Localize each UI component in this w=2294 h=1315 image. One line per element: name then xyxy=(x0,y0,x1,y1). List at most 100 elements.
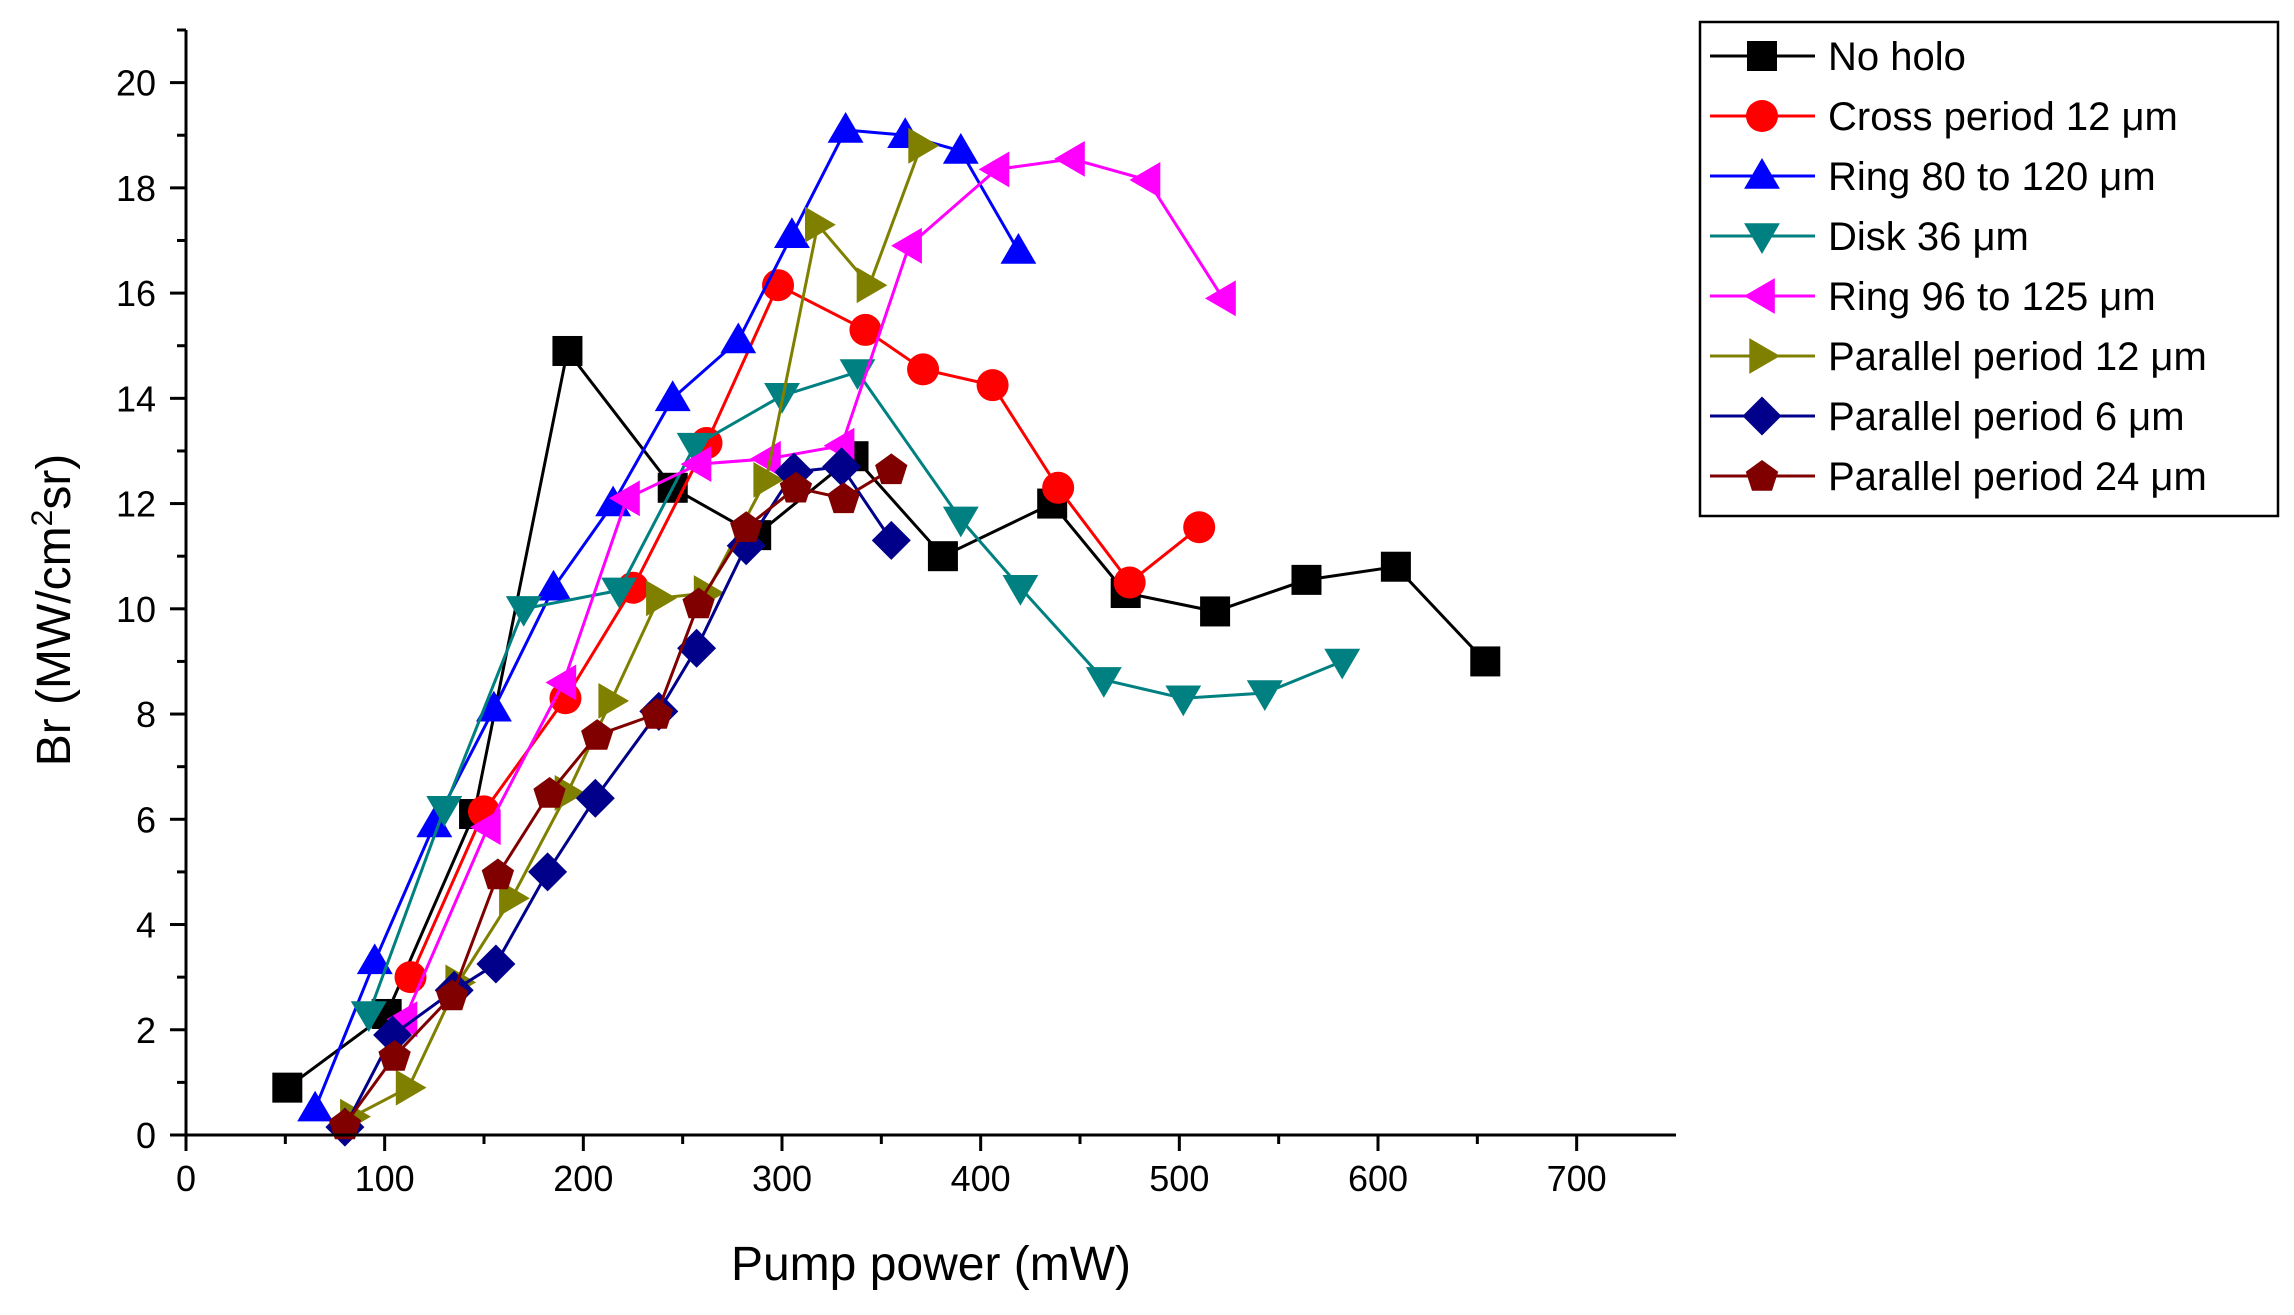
data-point-s8-7 xyxy=(640,698,673,729)
legend-label: Ring 96 to 125 μm xyxy=(1828,275,2156,319)
legend-label: No holo xyxy=(1828,35,1966,79)
data-point-s6-2 xyxy=(395,1069,427,1106)
legend-marker xyxy=(1742,396,1782,436)
data-point-s6-10 xyxy=(805,206,836,243)
x-tick-label: 100 xyxy=(355,1158,415,1199)
data-point-s3-8 xyxy=(720,322,757,354)
legend-marker xyxy=(1744,223,1780,254)
data-point-s8-6 xyxy=(581,719,614,750)
data-point-s8-10 xyxy=(779,471,813,503)
data-point-s4-2 xyxy=(426,796,463,827)
legend-label: Disk 36 μm xyxy=(1828,215,2029,259)
series-line-2 xyxy=(409,283,1201,978)
data-point-s7-2 xyxy=(373,1015,413,1055)
data-point-s6-5 xyxy=(554,775,586,811)
y-tick-label: 8 xyxy=(136,694,156,735)
legend-marker xyxy=(1744,278,1775,314)
data-point-s4-1 xyxy=(350,1001,387,1032)
data-point-s6-11 xyxy=(856,267,888,304)
data-point-s3-4 xyxy=(476,690,512,722)
x-tick-label: 600 xyxy=(1348,1158,1408,1199)
y-axis-title: Br (MW/cm2sr) xyxy=(26,454,81,767)
data-point-s8-5 xyxy=(533,777,566,808)
data-point-s7-12 xyxy=(871,520,911,560)
data-point-s6-6 xyxy=(598,683,630,719)
y-axis-title-superscript: 2 xyxy=(26,510,59,527)
data-point-s2-11 xyxy=(1113,566,1146,599)
legend-box xyxy=(1698,20,2280,518)
data-point-s3-10 xyxy=(827,112,864,143)
y-tick-label: 6 xyxy=(136,799,156,840)
series-8 xyxy=(328,453,908,1140)
data-point-s5-9 xyxy=(978,151,1010,188)
legend-item-3: Ring 80 to 120 μm xyxy=(1710,155,2156,199)
data-point-s4-9 xyxy=(1002,575,1039,606)
series-2 xyxy=(394,269,1216,994)
data-point-s7-11 xyxy=(822,447,862,487)
legend-marker xyxy=(1749,338,1780,374)
data-point-s7-5 xyxy=(528,852,568,892)
y-tick-label: 16 xyxy=(116,273,156,314)
data-point-s8-1 xyxy=(328,1108,362,1140)
legend-item-6: Parallel period 12 μm xyxy=(1710,335,2207,379)
data-point-s5-1 xyxy=(386,1001,418,1038)
y-tick-label: 14 xyxy=(116,378,156,419)
x-tick-label: 300 xyxy=(752,1158,812,1199)
legend-marker xyxy=(1744,158,1780,189)
data-point-s4-3 xyxy=(505,596,542,627)
data-point-s4-10 xyxy=(1085,667,1122,698)
x-tick-label: 700 xyxy=(1547,1158,1607,1199)
data-point-s4-4 xyxy=(601,577,637,609)
data-point-s3-3 xyxy=(416,806,453,838)
x-tick-label: 400 xyxy=(951,1158,1011,1199)
data-point-s3-12 xyxy=(942,133,979,164)
data-point-s2-10 xyxy=(1042,471,1075,504)
data-point-s6-7 xyxy=(646,580,677,617)
data-point-s1-12 xyxy=(1291,564,1322,595)
legend-label: Cross period 12 μm xyxy=(1828,95,2178,139)
legend-item-7: Parallel period 6 μm xyxy=(1710,395,2185,439)
y-tick-label: 10 xyxy=(116,589,156,630)
legend-marker xyxy=(1745,460,1779,491)
y-tick-label: 0 xyxy=(136,1115,156,1156)
data-point-s8-12 xyxy=(875,453,908,485)
data-point-s5-11 xyxy=(1129,162,1161,198)
legend-item-5: Ring 96 to 125 μm xyxy=(1710,275,2156,319)
data-point-s8-2 xyxy=(378,1040,411,1071)
data-point-s5-4 xyxy=(609,480,640,517)
legend-label: Ring 80 to 120 μm xyxy=(1828,155,2156,199)
data-point-s2-8 xyxy=(907,353,940,386)
data-point-s3-13 xyxy=(1000,233,1037,264)
plot-layer xyxy=(272,112,1501,1147)
data-point-s5-5 xyxy=(680,446,712,482)
y-tick-label: 12 xyxy=(116,484,156,525)
legend-label: Parallel period 6 μm xyxy=(1828,395,2185,439)
legend-label: Parallel period 24 μm xyxy=(1828,455,2207,499)
x-tick-label: 200 xyxy=(553,1158,613,1199)
data-point-s3-9 xyxy=(774,217,810,248)
data-point-s4-11 xyxy=(1165,685,1202,717)
data-point-s5-3 xyxy=(545,664,577,701)
y-axis-title-suffix: sr) xyxy=(28,454,81,510)
y-tick-label: 20 xyxy=(116,63,156,104)
data-point-s4-12 xyxy=(1246,680,1283,711)
legend-marker xyxy=(1746,100,1778,132)
series-line-1 xyxy=(286,347,1487,1089)
y-axis-title-main: Br (MW/cm xyxy=(28,526,81,766)
legend-label: Parallel period 12 μm xyxy=(1828,335,2207,379)
legend-item-2: Cross period 12 μm xyxy=(1710,95,2178,139)
data-point-s4-13 xyxy=(1324,648,1361,680)
data-point-s6-12 xyxy=(908,127,940,164)
data-point-s2-9 xyxy=(976,369,1009,402)
data-point-s1-1 xyxy=(272,1072,303,1103)
data-point-s1-11 xyxy=(1200,596,1231,627)
data-point-s8-3 xyxy=(436,979,469,1011)
data-point-s2-12 xyxy=(1183,511,1216,544)
data-point-s8-9 xyxy=(730,511,763,542)
axes-layer: 0 100 200 300 400 500 600 700 0 2 4 6 8 10 12 14 16 18 20 xyxy=(116,28,1676,1199)
data-point-s1-13 xyxy=(1380,551,1411,582)
series-4 xyxy=(350,359,1361,1032)
y-tick-label: 4 xyxy=(136,905,156,946)
data-point-s4-5 xyxy=(676,432,713,464)
